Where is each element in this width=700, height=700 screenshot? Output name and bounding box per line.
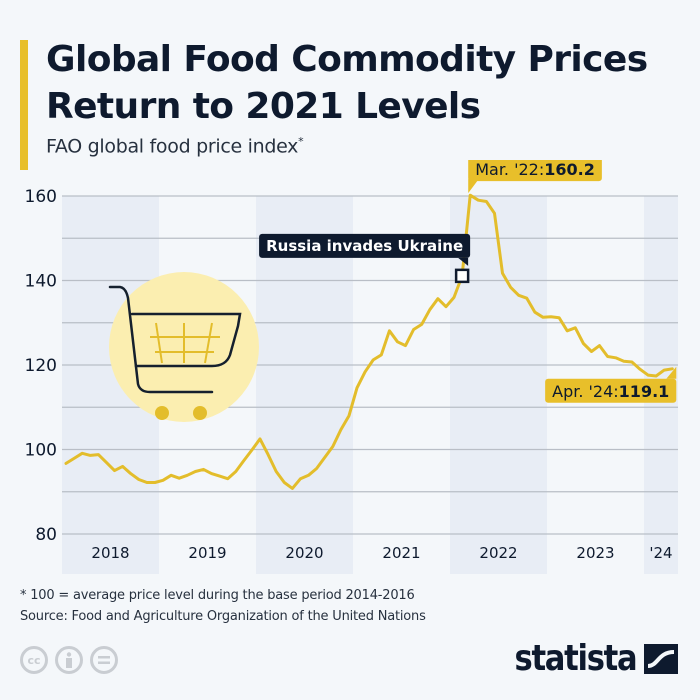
chart-subtitle: FAO global food price index* — [46, 135, 304, 158]
x-year-label: 2021 — [382, 544, 420, 562]
callout-pointer — [666, 366, 677, 379]
callout-label: Russia invades Ukraine — [266, 237, 463, 255]
cc-icon-label: cc — [27, 653, 41, 667]
callout-pointer — [458, 257, 469, 266]
callout-date-label: Apr. '24: — [552, 382, 619, 401]
callout-box — [545, 378, 677, 403]
chart-title: Global Food Commodity Prices Return to 2… — [46, 39, 648, 127]
shopping-cart-icon — [108, 272, 259, 422]
callout-russia-invades-ukraine: Russia invades Ukraine — [259, 233, 471, 284]
footnote: * 100 = average price level during the b… — [20, 585, 426, 627]
callout-2022-03: Mar. '22: 160.2 — [468, 160, 602, 194]
person-glyph — [66, 652, 72, 668]
statista-logo[interactable]: statista — [493, 638, 678, 679]
y-tick-label: 100 — [25, 441, 57, 461]
subtitle-footnote-marker: * — [298, 135, 304, 148]
cart-wheel-right — [193, 406, 207, 420]
x-year-label: 2023 — [576, 544, 614, 562]
cart-basket — [130, 312, 242, 368]
x-year-label: 2020 — [285, 544, 323, 562]
cart-handle-and-frame — [108, 285, 214, 394]
line-chart: 80 100 120 140 160 2018 2019 2020 2021 2022 2023 '… — [25, 160, 678, 574]
callout-pointer — [468, 179, 478, 194]
brand-wordmark: statista — [514, 638, 637, 679]
license-icons: cc — [20, 646, 118, 674]
callout-box — [259, 233, 471, 258]
y-tick-label: 120 — [25, 356, 57, 376]
source-note: Source: Food and Agriculture Organizatio… — [20, 609, 426, 624]
series-line — [64, 193, 674, 490]
event-marker-square — [454, 268, 470, 284]
data-series — [64, 193, 674, 490]
attribution-icon[interactable] — [55, 646, 83, 674]
x-axis-year-labels: 2018 2019 2020 2021 2022 2023 '24 — [91, 544, 672, 562]
x-year-label: 2022 — [479, 544, 517, 562]
cart-grid — [150, 322, 220, 364]
callout-value-label: 119.1 — [619, 382, 670, 401]
y-axis-ticks: 80 100 120 140 160 — [25, 187, 57, 545]
y-tick-label: 140 — [25, 272, 57, 292]
title-accent-bar — [20, 40, 28, 170]
base-period-note: * 100 = average price level during the b… — [20, 588, 415, 603]
year-band — [256, 196, 353, 574]
annotations: Russia invades Ukraine Mar. '22: 160.2 Apr… — [259, 160, 677, 403]
cart-wheel-left — [155, 406, 169, 420]
subtitle-text: FAO global food price index — [46, 135, 299, 158]
x-year-label: '24 — [649, 544, 672, 562]
callout-date-label: Mar. '22: — [475, 160, 544, 179]
equals-glyph — [98, 656, 110, 664]
y-tick-label: 160 — [25, 187, 57, 207]
y-tick-label: 80 — [35, 525, 57, 545]
callout-2024-04: Apr. '24: 119.1 — [545, 366, 677, 403]
x-year-label: 2019 — [188, 544, 226, 562]
no-derivatives-icon[interactable] — [90, 646, 118, 674]
x-year-label: 2018 — [91, 544, 129, 562]
statista-mark-icon — [644, 643, 678, 674]
callout-box — [468, 160, 602, 182]
cc-icon[interactable]: cc — [20, 646, 48, 674]
callout-value-label: 160.2 — [544, 160, 595, 179]
